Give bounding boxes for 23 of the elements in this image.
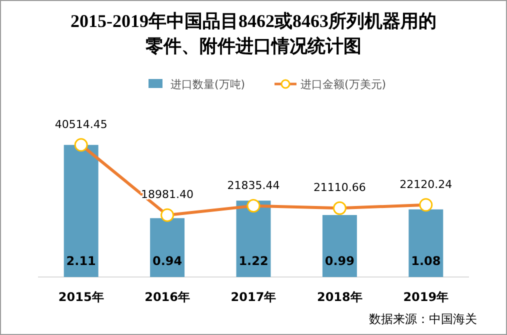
source-note: 数据来源：中国海关 <box>369 312 477 326</box>
data-label: 1.22 <box>238 254 268 268</box>
data-label: 0.99 <box>324 254 355 268</box>
legend-label: 进口金额(万美元) <box>300 78 386 91</box>
data-label: 22120.24 <box>400 178 452 191</box>
bar <box>150 218 185 277</box>
x-tick-label: 2018年 <box>316 290 362 304</box>
chart-title: 2015-2019年中国品目8462或8463所列机器用的零件、附件进口情况统计图 <box>70 11 436 56</box>
legend-label: 进口数量(万吨) <box>170 78 246 91</box>
data-label: 21110.66 <box>313 181 366 194</box>
bar <box>408 209 444 277</box>
data-label: 40514.45 <box>54 118 108 131</box>
x-tick-label: 2017年 <box>230 290 276 304</box>
data-label: 0.94 <box>152 254 182 268</box>
x-tick-label: 2019年 <box>403 290 449 304</box>
data-label: 1.08 <box>411 254 441 268</box>
bar <box>322 215 357 277</box>
bar <box>64 144 98 277</box>
data-label: 2.11 <box>66 254 96 268</box>
x-tick-label: 2016年 <box>144 290 190 304</box>
data-label: 18981.40 <box>141 188 194 202</box>
data-label: 21835.44 <box>227 178 280 192</box>
x-tick-label: 2015年 <box>58 290 104 304</box>
